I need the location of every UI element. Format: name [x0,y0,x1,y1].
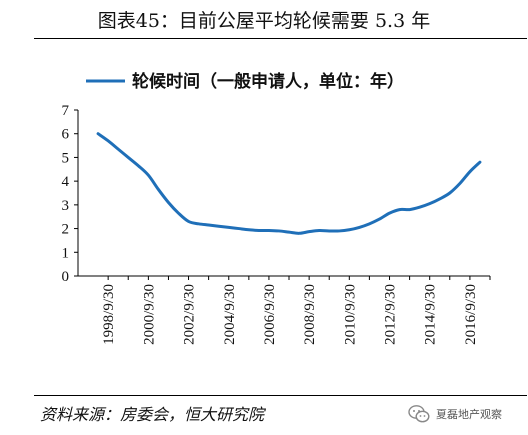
y-tick-label: 4 [62,174,70,190]
y-tick-label: 5 [62,150,70,166]
x-tick-label: 2000/9/30 [141,284,157,345]
legend: 轮候时间（一般申请人，单位：年） [86,71,404,92]
x-tick-label: 2012/9/30 [383,284,399,345]
wechat-icon [408,405,430,423]
brand-watermark: 夏磊地产观察 [408,403,502,425]
x-tick-label: 2004/9/30 [222,284,238,345]
series-line [96,132,482,235]
y-tick-label: 6 [62,127,70,143]
title-rule [34,38,527,39]
line-chart: 轮候时间（一般申请人，单位：年） 0 1 2 3 4 5 6 7 1998/9/30 2000/9… [62,71,491,345]
x-tick-label: 2016/9/30 [463,284,479,345]
axes: 0 1 2 3 4 5 6 7 1998/9/30 2000/9/30 2002/9/30 2004/… [62,103,491,345]
y-tick-label: 0 [62,269,70,285]
x-tick-label: 2008/9/30 [302,284,318,345]
source-note: 资料来源：房委会，恒大研究院 [40,405,265,424]
x-tick-label: 2014/9/30 [423,284,439,345]
y-tick-label: 7 [62,103,70,119]
brand-name: 夏磊地产观察 [436,408,502,421]
series-marks [96,132,482,235]
x-tick-label: 2002/9/30 [182,284,198,345]
x-tick-label: 1998/9/30 [101,284,117,345]
legend-label: 轮候时间（一般申请人，单位：年） [132,71,404,92]
chart-title: 图表45：目前公屋平均轮候需要 5.3 年 [97,10,431,32]
footer-rule [34,395,527,396]
y-tick-label: 2 [62,222,70,238]
y-tick-label: 1 [62,245,70,261]
y-tick-label: 3 [62,198,70,214]
x-tick-label: 2006/9/30 [262,284,278,345]
x-tick-label: 2010/9/30 [342,284,358,345]
